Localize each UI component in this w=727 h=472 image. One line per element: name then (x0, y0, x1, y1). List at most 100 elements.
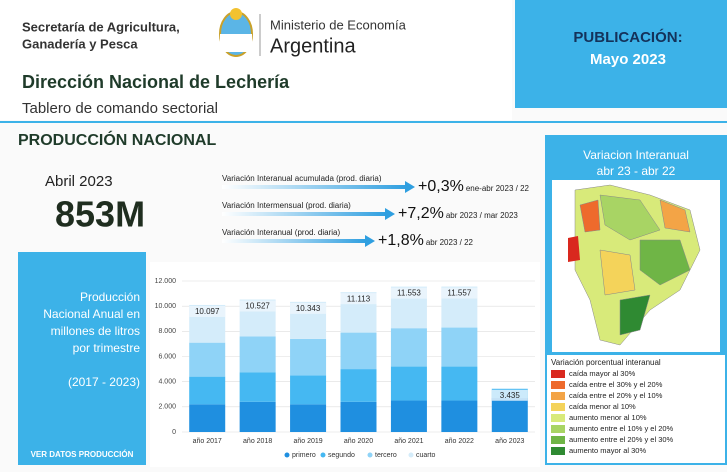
arrow-body (222, 212, 387, 216)
y-tick-label: 4.000 (158, 379, 176, 386)
bar-segment (290, 375, 327, 405)
bar-segment (441, 400, 478, 432)
map (568, 184, 701, 346)
legend-label: caída entre el 30% y el 20% (569, 380, 663, 389)
legend-label: segundo (328, 452, 355, 459)
bar-segment (189, 376, 226, 405)
map-title: abr 23 - abr 22 (597, 164, 676, 178)
map-title: Variacion Interanual (583, 148, 689, 162)
legend-label: primero (292, 452, 316, 459)
variation-period: abr 2023 / mar 2023 (446, 211, 519, 220)
total-marker (491, 389, 528, 401)
legend-swatch (284, 452, 290, 458)
legend-label: aumento mayor al 30% (569, 446, 646, 455)
kpi-value: 853M (55, 194, 145, 235)
org-line: Secretaría de Agricultura, (22, 19, 180, 34)
legend-swatch (551, 425, 565, 433)
legend-swatch (367, 452, 373, 458)
legend-label: tercero (375, 452, 397, 459)
data-link[interactable]: VER DATOS PRODUCCIÓN (31, 450, 134, 459)
bar-segment (189, 342, 226, 377)
y-tick-label: 10.000 (155, 303, 177, 310)
legend-swatch (320, 452, 326, 458)
legend-label: aumento entre el 20% y el 30% (569, 435, 674, 444)
legend-swatch (551, 447, 565, 455)
x-tick-label: año 2017 (193, 438, 222, 445)
total-label: 10.527 (245, 302, 270, 311)
variation-label: Variación Interanual acumulada (prod. di… (222, 174, 382, 183)
y-tick-label: 6.000 (158, 353, 176, 360)
total-label: 11.113 (347, 294, 371, 303)
variation-value: +0,3% (418, 178, 464, 195)
section-title: PRODUCCIÓN NACIONAL (18, 130, 216, 149)
legend-swatch (408, 452, 414, 458)
legend-bg (547, 355, 725, 463)
legend-swatch (551, 370, 565, 378)
arrow-body (222, 185, 407, 189)
total-marker (441, 287, 478, 299)
legend-swatch (551, 392, 565, 400)
side-text: Nacional Anual en (43, 307, 140, 321)
bar-segment (189, 404, 226, 432)
legend-label: cuarto (416, 452, 436, 459)
ministry: Ministerio de Economía (270, 17, 407, 32)
bar-segment (239, 401, 276, 432)
legend-swatch (551, 381, 565, 389)
total-label: 11.553 (397, 289, 421, 298)
legend-swatch (551, 436, 565, 444)
total-label: 10.097 (195, 307, 220, 316)
bar-segment (340, 401, 377, 432)
x-tick-label: año 2018 (243, 438, 272, 445)
arrow-head (405, 181, 415, 193)
org-line: Ganadería y Pesca (22, 36, 138, 51)
arrow-head (385, 208, 395, 220)
total-marker (189, 305, 226, 317)
arrow-body (222, 239, 367, 243)
total-marker (239, 300, 276, 312)
variation-period: ene-abr 2023 / 22 (466, 184, 530, 193)
legend-title: Variación porcentual interanual (551, 358, 661, 367)
side-panel (18, 252, 146, 465)
total-marker (340, 293, 377, 305)
legend-label: caída menor al 10% (569, 402, 636, 411)
arrow-head (365, 235, 375, 247)
bar-segment (290, 404, 327, 432)
total-label: 10.343 (296, 304, 321, 313)
legend-label: caída mayor al 30% (569, 369, 636, 378)
bar-segment (441, 327, 478, 367)
legend-label: aumento menor al 10% (569, 413, 647, 422)
x-tick-label: año 2021 (394, 438, 423, 445)
legend-label: caída entre el 20% y el 10% (569, 391, 663, 400)
country: Argentina (270, 35, 356, 57)
y-tick-label: 8.000 (158, 328, 176, 335)
kpi-period: Abril 2023 (45, 173, 113, 190)
total-label: 3.435 (500, 391, 521, 400)
y-tick-label: 12.000 (155, 278, 177, 285)
x-tick-label: año 2020 (344, 438, 373, 445)
header-bg (0, 0, 512, 120)
pub-date: Mayo 2023 (590, 51, 666, 68)
bar-segment (390, 328, 427, 367)
side-range: (2017 - 2023) (68, 375, 140, 389)
side-text: por trimestre (73, 341, 141, 355)
bar-segment (441, 366, 478, 401)
side-text: Producción (80, 290, 140, 304)
x-tick-label: año 2022 (445, 438, 474, 445)
variation-value: +1,8% (378, 232, 424, 249)
title: Dirección Nacional de Lechería (22, 72, 290, 92)
y-tick-label: 0 (172, 429, 176, 436)
bar-segment (290, 338, 327, 376)
coat-of-arms (219, 8, 253, 57)
side-text: millones de litros (51, 324, 140, 338)
bar-segment (340, 369, 377, 402)
bar-segment (340, 332, 377, 370)
variation-label: Variación Intermensual (prod. diaria) (222, 201, 351, 210)
bar-segment (491, 398, 528, 432)
pub-label: PUBLICACIÓN: (573, 28, 682, 46)
total-label: 11.557 (447, 289, 471, 298)
bar-segment (239, 336, 276, 373)
publication-box (515, 0, 727, 108)
total-marker (390, 287, 427, 299)
